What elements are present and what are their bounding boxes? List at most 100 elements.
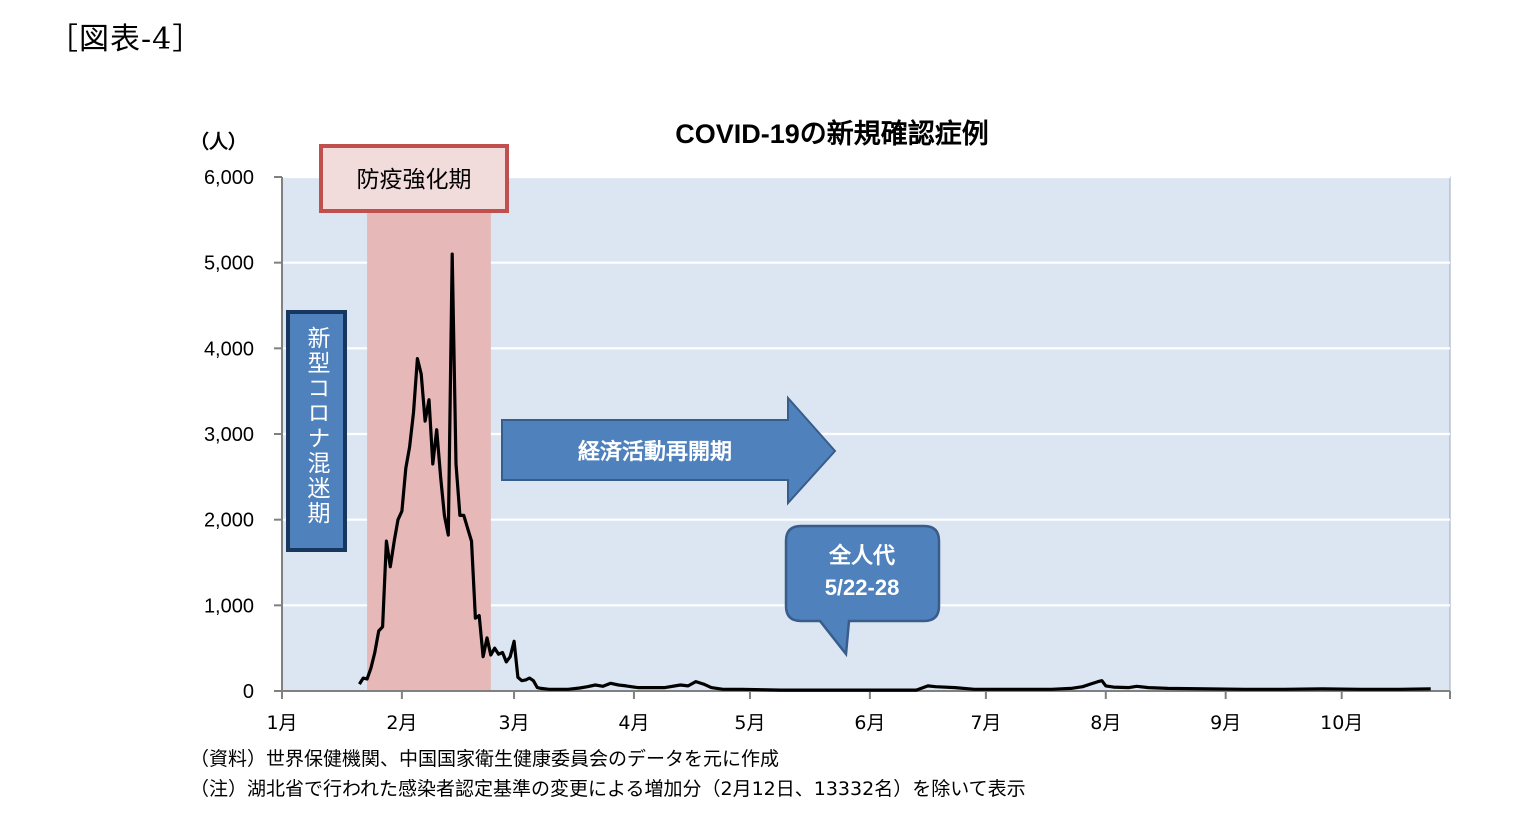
reopening-arrow-label: 経済活動再開期 [578, 439, 732, 465]
data-point [1244, 688, 1246, 690]
data-point [362, 677, 364, 679]
data-point [1128, 686, 1130, 688]
data-point [1081, 686, 1083, 688]
y-tick-label: 4,000 [204, 338, 254, 360]
x-tick-label: 10月 [1320, 712, 1363, 734]
data-point [470, 540, 472, 542]
x-tick-label: 8月 [1090, 712, 1121, 734]
data-point [1429, 688, 1431, 690]
data-point [1205, 688, 1207, 690]
data-point [412, 411, 414, 413]
x-tick-label: 9月 [1210, 712, 1241, 734]
data-point [818, 689, 820, 691]
data-point [648, 686, 650, 688]
data-point [567, 688, 569, 690]
data-point [1105, 685, 1107, 687]
data-point [687, 685, 689, 687]
data-point [513, 640, 515, 642]
data-point [1101, 680, 1103, 682]
data-point [521, 680, 523, 682]
data-point [710, 686, 712, 688]
y-tick-label: 0 [243, 681, 254, 703]
data-point [436, 429, 438, 431]
data-point [439, 476, 441, 478]
y-tick-label: 2,000 [204, 510, 254, 532]
y-axis-label: （人） [190, 130, 247, 153]
npc-callout-line1: 全人代 [828, 543, 895, 569]
data-point [722, 688, 724, 690]
x-tick-labels: 1月 2月 3月 4月 5月 6月 7月 8月 9月 10月 [266, 712, 1363, 734]
data-point [405, 467, 407, 469]
data-point [370, 667, 372, 669]
data-point [420, 373, 422, 375]
data-point [524, 679, 526, 681]
y-tick-label: 6,000 [204, 167, 254, 189]
data-point [1050, 688, 1052, 690]
shaded-period-label-box [319, 144, 509, 213]
x-tick-label: 3月 [499, 712, 530, 734]
data-point [532, 680, 534, 682]
data-point [447, 534, 449, 536]
data-point [416, 357, 418, 359]
data-point [385, 540, 387, 542]
x-tick-label: 2月 [386, 712, 417, 734]
data-point [1147, 686, 1149, 688]
data-point [482, 656, 484, 658]
data-point [915, 689, 917, 691]
series-line-new-cases [358, 252, 1431, 692]
y-tick-labels: 0 1,000 2,000 3,000 4,000 5,000 6,000 [204, 167, 254, 703]
data-point [478, 614, 480, 616]
data-point [702, 683, 704, 685]
y-tick-label: 5,000 [204, 253, 254, 275]
data-point [501, 651, 503, 653]
data-point [617, 684, 619, 686]
data-point [679, 684, 681, 686]
y-tick-label: 1,000 [204, 595, 254, 617]
data-point [517, 676, 519, 678]
data-point [393, 540, 395, 542]
data-point [1282, 688, 1284, 690]
x-tick-label: 4月 [618, 712, 649, 734]
data-point [1399, 688, 1401, 690]
data-point [540, 687, 542, 689]
data-point [973, 688, 975, 690]
chart-title: COVID-19の新規確認症例 [675, 118, 989, 149]
data-point [459, 514, 461, 516]
data-point [927, 685, 929, 687]
data-point [760, 689, 762, 691]
data-point [408, 446, 410, 448]
data-point [1112, 686, 1114, 688]
confusion-period-box [286, 310, 347, 552]
data-point [1321, 688, 1323, 690]
npc-callout-bubble [784, 524, 941, 658]
x-tick-label: 6月 [854, 712, 885, 734]
data-point [509, 656, 511, 658]
npc-callout-line2: 5/22-28 [825, 575, 900, 600]
data-point [494, 647, 496, 649]
data-point [594, 684, 596, 686]
data-point [463, 514, 465, 516]
data-point [954, 686, 956, 688]
data-point [625, 685, 627, 687]
data-point [610, 682, 612, 684]
data-point [637, 686, 639, 688]
footnote: （注）湖北省で行われた感染者認定基準の変更による増加分（2月12日、13332名… [190, 778, 1026, 800]
data-point [443, 514, 445, 516]
data-point [857, 689, 859, 691]
data-point [555, 688, 557, 690]
data-point [695, 680, 697, 682]
data-point [366, 678, 368, 680]
source-note: （資料）世界保健機関、中国国家衛生健康委員会のデータを元に作成 [190, 748, 780, 770]
x-tick-label: 5月 [734, 712, 765, 734]
figure-label: ［図表-4］ [48, 22, 204, 57]
data-point [528, 677, 530, 679]
data-point [424, 420, 426, 422]
data-point [1089, 683, 1091, 685]
data-point [1097, 680, 1099, 682]
x-tick-label: 7月 [970, 712, 1001, 734]
data-point [466, 527, 468, 529]
data-point [934, 686, 936, 688]
data-point [377, 630, 379, 632]
data-point [741, 688, 743, 690]
